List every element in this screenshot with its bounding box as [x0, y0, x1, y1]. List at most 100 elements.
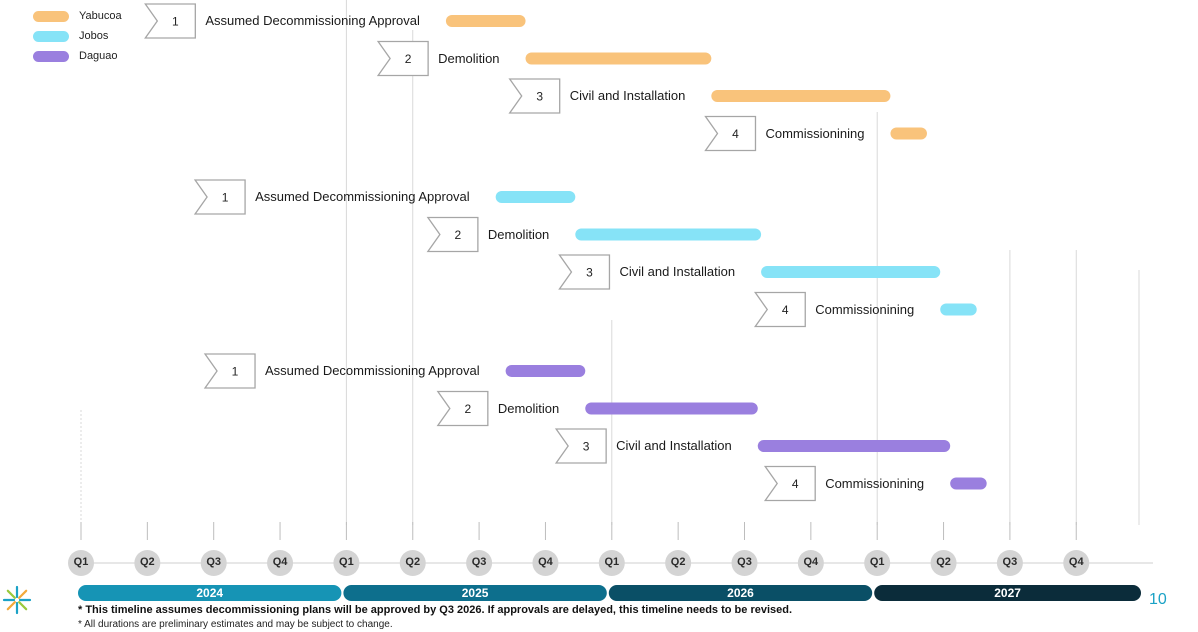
quarter-marker	[200, 550, 227, 576]
legend-item: Jobos	[33, 29, 108, 43]
step-marker-icon	[753, 291, 806, 328]
step-number: 4	[732, 127, 739, 141]
footnote-primary: * This timeline assumes decommissioning …	[78, 604, 793, 616]
legend-item: Daguao	[33, 49, 118, 63]
year-label: 2026	[727, 586, 754, 600]
duration-bar	[940, 303, 977, 316]
step-label: Assumed Decommissioning Approval	[205, 13, 420, 28]
quarter-marker	[864, 550, 891, 576]
quarter-label: Q4	[272, 556, 288, 568]
quarter-label: Q4	[538, 556, 553, 568]
year-bar	[874, 585, 1141, 601]
quarter-marker	[333, 550, 360, 576]
quarter-label: Q2	[405, 556, 421, 568]
step-number: 1	[172, 15, 179, 29]
quarter-marker	[1063, 550, 1090, 576]
legend-label: Jobos	[79, 30, 109, 42]
quarter-label: Q2	[936, 556, 951, 568]
step-number: 2	[405, 52, 412, 66]
step-number: 2	[464, 402, 471, 416]
quarter-label: Q3	[206, 556, 222, 568]
quarter-label: Q3	[1002, 556, 1018, 568]
step-marker-icon	[508, 78, 561, 114]
legend-item: Yabucoa	[33, 9, 122, 23]
duration-bar	[890, 127, 927, 140]
quarter-marker	[598, 550, 625, 576]
quarter-label: Q4	[1068, 556, 1084, 568]
step-marker-icon	[203, 353, 256, 389]
quarter-marker	[996, 550, 1023, 576]
step-number: 3	[586, 266, 593, 280]
duration-bar	[585, 402, 758, 415]
duration-bar	[761, 266, 941, 278]
duration-bar	[525, 52, 712, 65]
year-bar	[343, 585, 607, 601]
step-number: 4	[792, 477, 799, 491]
quarter-marker	[532, 550, 559, 576]
step-marker-icon	[763, 465, 816, 502]
step-number: 3	[583, 440, 590, 454]
duration-bar	[495, 191, 576, 203]
quarter-label: Q1	[869, 556, 885, 568]
step-number: 4	[782, 303, 789, 317]
step-label: Assumed Decommissioning Approval	[265, 363, 480, 378]
step-label: Demolition	[438, 50, 500, 66]
quarter-marker	[731, 550, 758, 576]
step-number: 2	[455, 228, 462, 242]
step-marker-icon	[436, 390, 489, 427]
step-number: 1	[232, 365, 239, 379]
legend-swatch	[33, 30, 69, 42]
quarter-label: Q3	[471, 556, 487, 568]
step-marker-icon	[554, 428, 607, 464]
step-label: Commissionining	[815, 301, 915, 317]
quarter-label: Q1	[339, 556, 354, 568]
quarter-label: Q1	[73, 556, 89, 568]
step-marker-icon	[426, 216, 479, 253]
quarter-marker	[134, 550, 161, 576]
step-marker-icon	[558, 254, 611, 290]
quarter-marker	[267, 550, 294, 576]
page-number: 10	[1149, 591, 1167, 608]
step-label: Demolition	[497, 400, 560, 416]
duration-bar	[711, 90, 891, 102]
quarter-marker	[930, 550, 957, 576]
step-marker-icon	[193, 179, 246, 215]
quarter-label: Q2	[140, 556, 155, 568]
year-bar	[608, 585, 873, 601]
duration-bar	[757, 440, 951, 452]
step-number: 3	[536, 90, 543, 104]
quarter-label: Q3	[737, 556, 752, 568]
legend-label: Daguao	[79, 50, 118, 62]
quarter-marker	[68, 550, 94, 576]
step-label: Assumed Decommissioning Approval	[255, 189, 470, 204]
step-label: Civil and Installation	[616, 438, 732, 453]
year-label: 2025	[461, 586, 489, 600]
quarter-label: Q2	[670, 556, 686, 568]
year-bar	[78, 585, 342, 601]
quarter-marker	[665, 550, 692, 576]
step-marker-icon	[376, 40, 429, 77]
footnote-secondary: * All durations are preliminary estimate…	[78, 619, 393, 630]
step-label: Civil and Installation	[569, 88, 686, 103]
quarter-marker	[466, 550, 493, 576]
step-number: 1	[222, 191, 229, 205]
step-marker-icon	[144, 3, 196, 39]
year-label: 2024	[196, 586, 224, 600]
quarter-label: Q1	[604, 556, 620, 568]
duration-bar	[575, 228, 762, 241]
step-label: Commissionining	[825, 475, 925, 491]
step-label: Demolition	[487, 226, 550, 242]
legend-swatch	[33, 10, 69, 22]
legend-label: Yabucoa	[79, 10, 122, 22]
company-logo-icon	[2, 585, 32, 615]
step-label: Civil and Installation	[619, 264, 736, 279]
duration-bar	[505, 365, 586, 377]
quarter-label: Q4	[803, 556, 819, 568]
step-marker-icon	[704, 115, 757, 152]
step-label: Commissionining	[765, 125, 865, 141]
duration-bar	[445, 15, 526, 27]
quarter-marker	[797, 550, 824, 576]
duration-bar	[950, 477, 987, 490]
